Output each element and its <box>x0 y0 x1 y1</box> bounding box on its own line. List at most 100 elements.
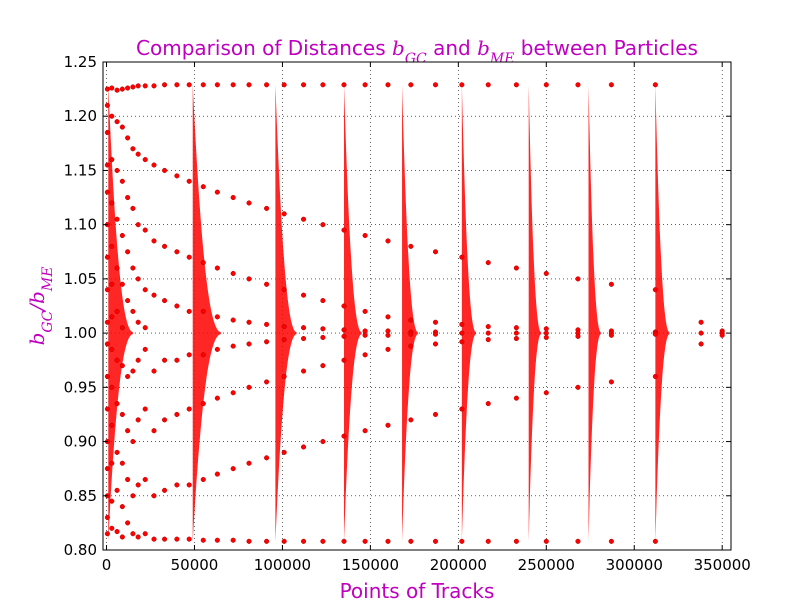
data-point <box>543 390 549 396</box>
data-point <box>300 325 307 331</box>
y-tick-label: 0.95 <box>64 378 97 396</box>
data-point <box>109 498 115 504</box>
data-point <box>652 82 658 88</box>
data-band <box>108 84 133 542</box>
data-point <box>385 238 391 244</box>
data-point <box>608 538 614 544</box>
y-tick-label: 0.80 <box>64 541 97 559</box>
y-tick-label: 1.10 <box>64 216 97 234</box>
data-point <box>459 538 465 544</box>
data-point <box>104 189 110 195</box>
data-point <box>151 493 157 499</box>
data-point <box>142 531 148 537</box>
data-point <box>362 538 368 544</box>
data-point <box>246 200 252 206</box>
data-point <box>341 303 347 309</box>
data-point <box>281 449 287 455</box>
data-point <box>320 334 326 340</box>
data-point <box>142 476 148 483</box>
data-point <box>652 373 658 380</box>
data-point <box>485 337 491 343</box>
data-point <box>114 308 120 314</box>
ylabel-den: b <box>25 291 49 304</box>
data-point <box>125 520 131 526</box>
y-tick-label: 1.05 <box>64 270 97 288</box>
data-point <box>125 135 131 141</box>
data-point <box>575 276 581 282</box>
x-tick-label: 0 <box>102 556 112 574</box>
data-point <box>119 86 125 92</box>
data-point <box>162 167 168 173</box>
data-point <box>513 82 519 88</box>
data-point <box>162 536 168 542</box>
data-point <box>125 298 131 304</box>
data-point <box>104 514 110 521</box>
data-point <box>109 422 115 428</box>
data-point <box>513 395 519 401</box>
data-point <box>135 357 141 363</box>
data-point <box>162 487 168 493</box>
data-point <box>114 87 120 93</box>
ylabel-slash: / <box>25 302 49 313</box>
data-point <box>264 379 270 385</box>
data-point <box>151 162 157 168</box>
data-point <box>200 476 206 483</box>
data-point <box>119 232 125 239</box>
data-point <box>608 82 614 88</box>
data-point <box>142 287 148 293</box>
data-point <box>459 321 465 327</box>
data-point <box>459 406 465 412</box>
data-point <box>385 422 391 428</box>
svg-text:bGC/bME: bGC/bME <box>25 267 56 346</box>
data-point <box>130 531 136 537</box>
data-point <box>135 151 141 157</box>
data-point <box>135 222 141 228</box>
data-point <box>341 82 347 88</box>
data-band <box>461 84 476 542</box>
data-point <box>575 82 581 88</box>
data-point <box>513 265 519 271</box>
x-tick-label: 50000 <box>171 556 219 574</box>
data-point <box>281 538 287 544</box>
data-point <box>408 417 414 423</box>
data-point <box>281 82 287 88</box>
data-point <box>114 529 120 535</box>
data-point <box>109 281 115 287</box>
data-point <box>142 346 148 352</box>
data-point <box>214 395 220 401</box>
data-point <box>151 428 157 434</box>
data-point <box>114 401 120 407</box>
data-band <box>343 84 362 542</box>
data-point <box>652 287 658 293</box>
data-point <box>200 260 206 266</box>
data-point <box>151 238 157 244</box>
data-point <box>200 352 206 358</box>
ylabel-num-sub: GC <box>40 310 56 332</box>
data-point <box>513 330 519 336</box>
data-point <box>300 335 307 342</box>
x-tick-label: 300000 <box>606 556 663 574</box>
data-point <box>130 265 136 271</box>
data-point <box>385 314 391 320</box>
y-tick-label: 0.85 <box>64 487 97 505</box>
data-point <box>300 368 307 374</box>
data-point <box>408 243 414 249</box>
data-point <box>230 390 236 396</box>
x-tick-label: 350000 <box>694 556 751 574</box>
y-tick-label: 0.90 <box>64 433 97 451</box>
data-point <box>362 352 368 358</box>
data-point <box>186 178 192 184</box>
data-point <box>104 162 110 168</box>
data-point <box>125 195 131 201</box>
data-point <box>513 538 519 544</box>
data-point <box>230 195 236 201</box>
data-point <box>186 536 192 542</box>
data-point <box>385 332 391 338</box>
y-tick-label: 1.20 <box>64 107 97 125</box>
data-point <box>186 352 192 358</box>
data-point <box>125 428 131 434</box>
data-point <box>320 222 326 228</box>
data-point <box>174 536 180 542</box>
data-point <box>408 331 414 337</box>
data-point <box>174 303 180 309</box>
